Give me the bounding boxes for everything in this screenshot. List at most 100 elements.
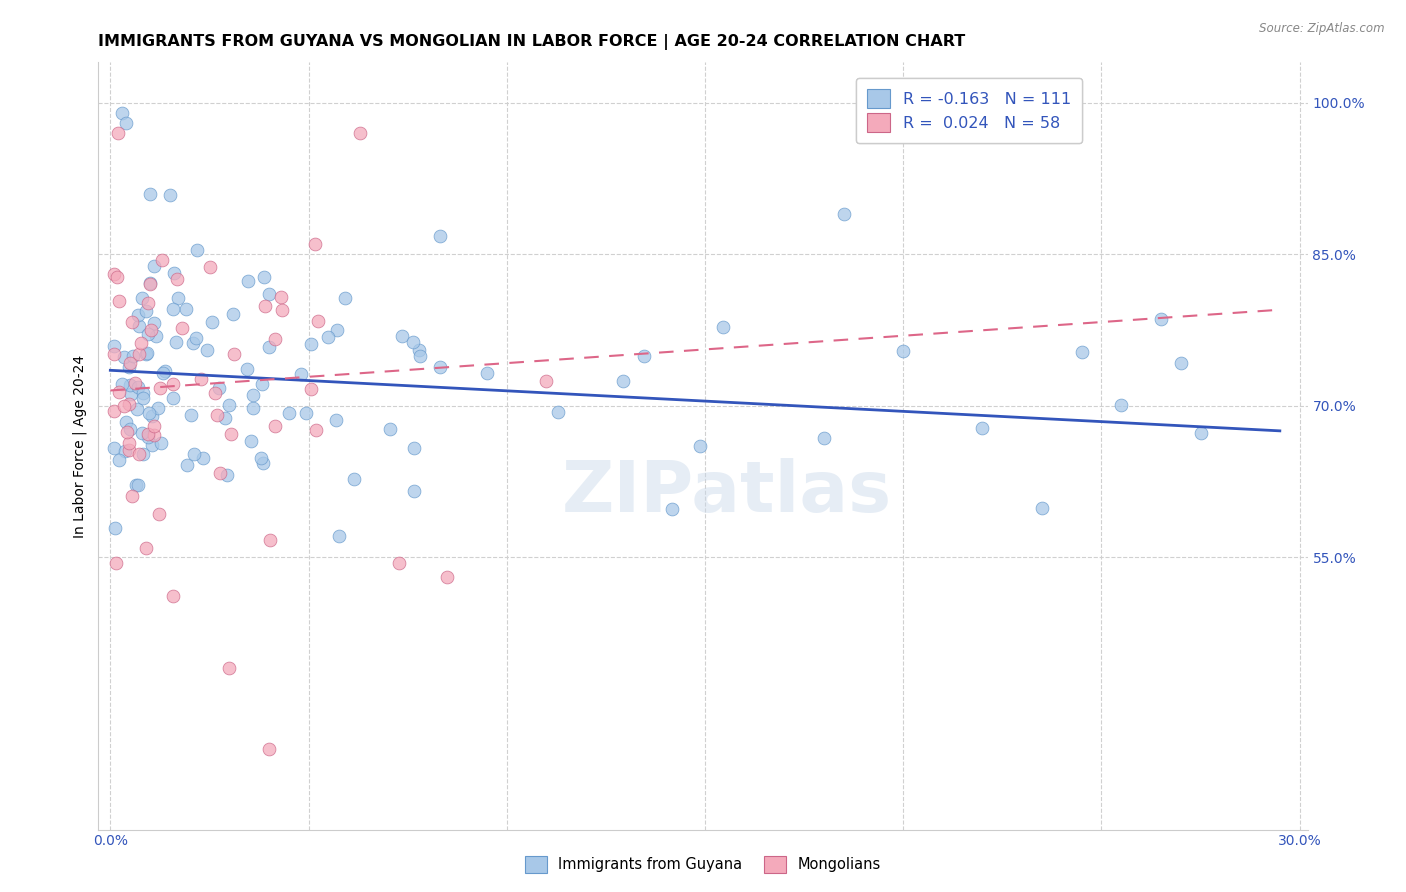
Point: [891, 343, 914, 358]
Point: [191, 450, 214, 465]
Point: [152, 366, 174, 380]
Point: [1031, 500, 1053, 515]
Point: [207, 381, 229, 395]
Point: [167, 291, 190, 305]
Point: [214, 410, 236, 425]
Point: [201, 315, 224, 329]
Legend: R = -0.163   N = 111, R =  0.024   N = 58: R = -0.163 N = 111, R = 0.024 N = 58: [856, 78, 1083, 143]
Point: [141, 323, 163, 337]
Point: [128, 347, 150, 361]
Point: [153, 364, 176, 378]
Point: [408, 349, 430, 363]
Point: [145, 328, 167, 343]
Point: [120, 387, 142, 401]
Point: [304, 236, 326, 251]
Point: [436, 570, 458, 584]
Point: [128, 447, 150, 461]
Point: [1170, 356, 1192, 370]
Point: [429, 359, 451, 374]
Point: [184, 331, 207, 345]
Point: [139, 186, 162, 201]
Point: [135, 345, 157, 359]
Point: [972, 420, 994, 434]
Point: [127, 478, 149, 492]
Point: [222, 347, 245, 361]
Point: [136, 429, 159, 443]
Point: [166, 272, 188, 286]
Point: [127, 401, 149, 416]
Point: [162, 302, 184, 317]
Point: [107, 294, 129, 309]
Point: [326, 323, 349, 337]
Point: [277, 407, 299, 421]
Point: [711, 320, 734, 334]
Point: [263, 332, 285, 346]
Point: [429, 228, 451, 243]
Point: [270, 290, 292, 304]
Point: [118, 356, 141, 370]
Point: [131, 426, 153, 441]
Point: [391, 328, 413, 343]
Point: [661, 501, 683, 516]
Point: [127, 380, 149, 394]
Point: [305, 423, 328, 437]
Point: [138, 406, 160, 420]
Point: [181, 336, 204, 351]
Point: [633, 349, 655, 363]
Point: [121, 349, 143, 363]
Point: [404, 484, 426, 499]
Point: [142, 419, 165, 434]
Point: [1109, 398, 1132, 412]
Point: [689, 439, 711, 453]
Point: [162, 377, 184, 392]
Text: Source: ZipAtlas.com: Source: ZipAtlas.com: [1260, 22, 1385, 36]
Point: [236, 361, 259, 376]
Point: [111, 106, 134, 120]
Point: [135, 304, 157, 318]
Point: [125, 478, 148, 492]
Point: [174, 301, 197, 316]
Point: [115, 116, 138, 130]
Point: [132, 391, 155, 405]
Point: [103, 441, 125, 455]
Y-axis label: In Labor Force | Age 20-24: In Labor Force | Age 20-24: [73, 354, 87, 538]
Point: [149, 435, 172, 450]
Text: ZIPatlas: ZIPatlas: [562, 458, 893, 526]
Point: [143, 259, 166, 273]
Point: [131, 291, 153, 305]
Point: [252, 456, 274, 470]
Point: [103, 347, 125, 361]
Point: [264, 419, 287, 434]
Point: [115, 415, 138, 429]
Point: [129, 336, 152, 351]
Point: [219, 426, 242, 441]
Point: [111, 376, 134, 391]
Point: [127, 308, 149, 322]
Point: [195, 343, 218, 358]
Point: [163, 266, 186, 280]
Point: [149, 381, 172, 395]
Legend: Immigrants from Guyana, Mongolians: Immigrants from Guyana, Mongolians: [517, 849, 889, 880]
Point: [118, 360, 141, 375]
Point: [112, 400, 135, 414]
Point: [103, 268, 125, 282]
Point: [349, 126, 371, 140]
Point: [401, 334, 423, 349]
Point: [139, 277, 162, 291]
Point: [103, 338, 125, 352]
Point: [108, 384, 131, 399]
Point: [547, 405, 569, 419]
Point: [141, 409, 163, 424]
Point: [112, 350, 135, 364]
Point: [136, 327, 159, 342]
Point: [138, 426, 160, 441]
Point: [186, 243, 208, 257]
Point: [222, 307, 245, 321]
Point: [215, 468, 238, 483]
Point: [250, 450, 273, 465]
Point: [475, 366, 498, 380]
Point: [242, 401, 264, 416]
Point: [120, 422, 142, 436]
Point: [259, 533, 281, 548]
Point: [832, 207, 855, 221]
